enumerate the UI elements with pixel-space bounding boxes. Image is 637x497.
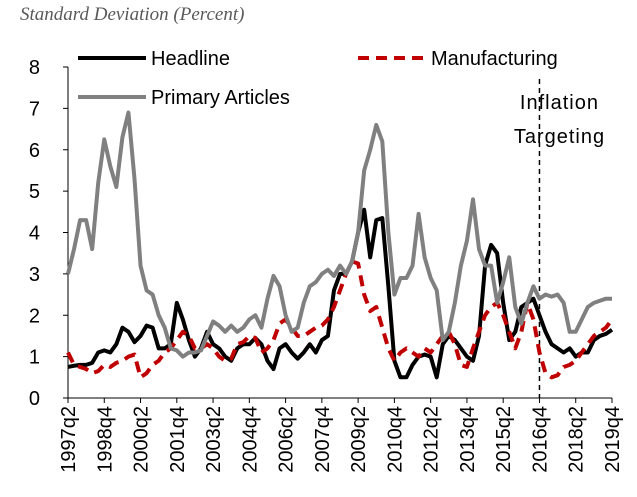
legend-label: Manufacturing (431, 48, 558, 70)
y-tick-label: 4 (29, 223, 40, 245)
x-tick-label: 2001q4 (167, 406, 189, 473)
x-tick-label: 1997q2 (58, 406, 80, 473)
x-tick-label: 2019q4 (602, 406, 624, 473)
x-tick-label: 2013q4 (457, 406, 479, 473)
annotation-text: Targeting (514, 126, 605, 148)
series-line (67, 207, 614, 380)
series-line (66, 110, 612, 359)
x-tick-label: 2006q2 (276, 406, 298, 473)
y-tick-label: 1 (29, 347, 40, 369)
y-tick-label: 8 (29, 57, 40, 79)
x-tick-label: 1998q4 (94, 406, 116, 473)
y-tick-label: 2 (29, 305, 40, 327)
x-tick-label: 2007q4 (312, 406, 334, 473)
y-tick-label: 6 (29, 140, 40, 162)
x-tick-label: 2009q2 (348, 406, 370, 473)
legend-label: Headline (151, 48, 230, 70)
series-line (66, 259, 614, 380)
y-tick-label: 0 (29, 388, 40, 410)
x-tick-label: 2012q2 (421, 406, 443, 473)
x-tick-label: 2003q2 (203, 406, 225, 473)
x-tick-label: 2000q2 (131, 406, 153, 473)
y-tick-label: 7 (29, 98, 40, 120)
y-tick-label: 3 (29, 264, 40, 286)
chart-subtitle: Standard Deviation (Percent) (20, 4, 244, 25)
x-tick-label: 2010q4 (384, 406, 406, 473)
x-tick-label: 2015q2 (493, 406, 515, 473)
x-tick-label: 2016q4 (529, 406, 551, 473)
y-tick-label: 5 (29, 181, 40, 203)
x-tick-label: 2018q2 (566, 406, 588, 473)
x-tick-label: 2004q4 (239, 406, 261, 473)
annotation-text: Inflation (520, 92, 599, 114)
legend-label: Primary Articles (151, 87, 290, 109)
